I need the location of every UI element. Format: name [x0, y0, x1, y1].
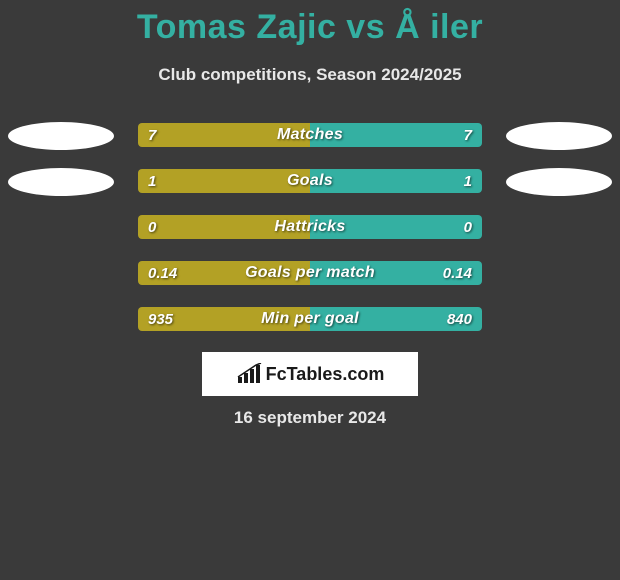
page-title: Tomas Zajic vs Å iler	[0, 0, 620, 47]
stat-label: Min per goal	[138, 307, 482, 331]
player-marker-left	[8, 168, 114, 196]
stat-label: Hattricks	[138, 215, 482, 239]
stat-label: Matches	[138, 123, 482, 147]
stat-label: Goals	[138, 169, 482, 193]
stat-label: Goals per match	[138, 261, 482, 285]
player-marker-right	[506, 168, 612, 196]
stat-row: 11Goals	[0, 169, 620, 195]
player-marker-right	[506, 122, 612, 150]
stat-rows-container: 77Matches 11Goals 00Hattricks 0.140.14Goals…	[0, 123, 620, 333]
stat-row: 00Hattricks	[0, 215, 620, 241]
page-subtitle: Club competitions, Season 2024/2025	[0, 65, 620, 85]
player-marker-left	[8, 122, 114, 150]
stat-bar: 00Hattricks	[138, 215, 482, 239]
bar-chart-icon	[236, 363, 262, 385]
logo-box: FcTables.com	[202, 352, 418, 396]
stat-row: 935840Min per goal	[0, 307, 620, 333]
logo-text: FcTables.com	[266, 364, 385, 385]
date-text: 16 september 2024	[0, 408, 620, 428]
logo: FcTables.com	[236, 363, 385, 385]
stat-bar: 77Matches	[138, 123, 482, 147]
stat-bar: 0.140.14Goals per match	[138, 261, 482, 285]
comparison-infographic: Tomas Zajic vs Å iler Club competitions,…	[0, 0, 620, 580]
stat-row: 77Matches	[0, 123, 620, 149]
stat-row: 0.140.14Goals per match	[0, 261, 620, 287]
stat-bar: 11Goals	[138, 169, 482, 193]
stat-bar: 935840Min per goal	[138, 307, 482, 331]
